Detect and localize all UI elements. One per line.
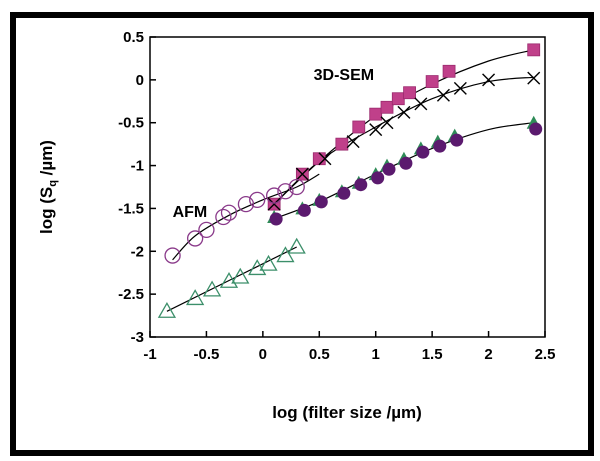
y-axis-title-sub: q — [47, 180, 59, 187]
series-3-point — [399, 156, 413, 170]
x-marker-stroke — [318, 152, 332, 166]
series-3-point — [529, 122, 543, 136]
y-tick-label: 0.5 — [123, 29, 144, 46]
y-axis-title: log (Sq /µm) — [37, 140, 59, 234]
series-0-point — [403, 86, 416, 100]
series-3-point — [433, 139, 447, 153]
y-tick-label: -2 — [131, 243, 144, 260]
x-tick-label: -0.5 — [193, 346, 219, 363]
series-3-point — [269, 212, 283, 226]
series-4-point — [265, 187, 283, 204]
annotations: AFM 3D-SEM — [173, 67, 375, 221]
series-0-point — [380, 100, 394, 114]
y-tick-label: -2.5 — [118, 286, 144, 303]
y-axis-title-unit: /µm) — [37, 140, 56, 180]
y-tick-label: -1.5 — [118, 200, 144, 217]
series-1-point — [527, 71, 541, 85]
series-3-point — [450, 133, 464, 147]
series-1-point — [380, 116, 394, 130]
series-4-point — [186, 230, 204, 247]
x-axis-title: log (filter size /µm) — [272, 403, 422, 422]
series-5-point — [157, 301, 177, 318]
x-tick-label: 0 — [259, 346, 267, 363]
series-3-point — [337, 186, 351, 200]
series-4-point — [237, 195, 255, 213]
x-tick-label: -1 — [143, 346, 156, 363]
x-marker-stroke — [295, 167, 309, 181]
series-3-point — [354, 178, 368, 192]
series-5-point — [276, 246, 295, 263]
series-3-point — [371, 171, 385, 185]
series-0-point — [425, 75, 439, 88]
x-marker-stroke — [482, 73, 496, 87]
series-0-point — [335, 137, 349, 151]
series-1-point — [453, 81, 467, 95]
series-0-point — [369, 107, 383, 121]
series-1-point — [482, 73, 496, 87]
series-5-point — [259, 254, 278, 271]
series-2-fit-line — [273, 122, 534, 220]
series-1-point — [295, 167, 309, 181]
series-1-point — [267, 197, 281, 211]
series-1-point — [318, 152, 332, 166]
x-marker-stroke — [436, 88, 450, 102]
y-tick-label: 0 — [136, 72, 144, 89]
series-3-point — [297, 203, 311, 217]
x-marker-stroke — [453, 81, 467, 95]
x-tick-label: 2.5 — [535, 346, 556, 363]
annotation-3d-sem: 3D-SEM — [314, 67, 374, 84]
series-0-point — [442, 64, 456, 78]
x-tick-label: 2 — [484, 346, 492, 363]
y-axis-title-main: log (S — [37, 187, 56, 234]
series-5-point — [287, 237, 306, 254]
series-4-point — [220, 204, 238, 221]
x-marker-stroke — [397, 105, 411, 119]
x-marker-stroke — [414, 97, 428, 111]
series-4-point — [288, 178, 305, 196]
series-4-point — [215, 208, 232, 226]
data-markers — [157, 43, 543, 318]
series-4-point — [277, 183, 294, 200]
x-tick-label: 0.5 — [309, 346, 330, 363]
x-marker-stroke — [267, 197, 281, 211]
series-0-point — [391, 92, 405, 106]
y-tick-label: -3 — [131, 329, 144, 346]
series-4-point — [198, 221, 215, 239]
series-0-point — [352, 120, 366, 134]
series-5-point — [231, 267, 250, 284]
series-1-point — [414, 97, 428, 111]
series-0-point — [527, 43, 541, 57]
series-4-point — [164, 247, 181, 264]
series-3-point — [416, 145, 430, 159]
series-1-point — [369, 123, 383, 137]
series-5-point — [186, 289, 205, 306]
x-axis-ticks: -1 -0.5 0 0.5 1 1.5 2 2.5 — [143, 331, 555, 363]
x-marker-stroke — [380, 116, 394, 130]
x-marker-stroke — [369, 123, 383, 137]
plot-area — [149, 36, 546, 338]
series-5-point — [219, 271, 239, 288]
series-3-point — [382, 162, 396, 176]
series-4-point — [249, 191, 266, 209]
x-tick-label: 1.5 — [422, 346, 443, 363]
chart-frame — [10, 12, 594, 456]
y-axis-ticks: 0.5 0 -0.5 -1 -1.5 -2 -2.5 -3 — [118, 29, 156, 346]
plot-border — [149, 36, 546, 338]
x-marker-stroke — [527, 71, 541, 85]
y-tick-label: -0.5 — [118, 115, 144, 132]
series-1-point — [346, 135, 360, 149]
series-3-point — [314, 195, 328, 209]
x-marker-stroke — [346, 135, 360, 149]
x-tick-label: 1 — [372, 346, 380, 363]
series-5-point — [248, 259, 267, 276]
annotation-afm: AFM — [173, 204, 208, 221]
series-1-point — [397, 105, 411, 119]
y-tick-label: -1 — [131, 158, 144, 175]
fit-lines — [166, 49, 534, 312]
series-0-point — [312, 152, 326, 166]
series-4-fit-line — [172, 173, 320, 261]
series-1-point — [436, 88, 450, 102]
series-5-point — [202, 280, 222, 297]
